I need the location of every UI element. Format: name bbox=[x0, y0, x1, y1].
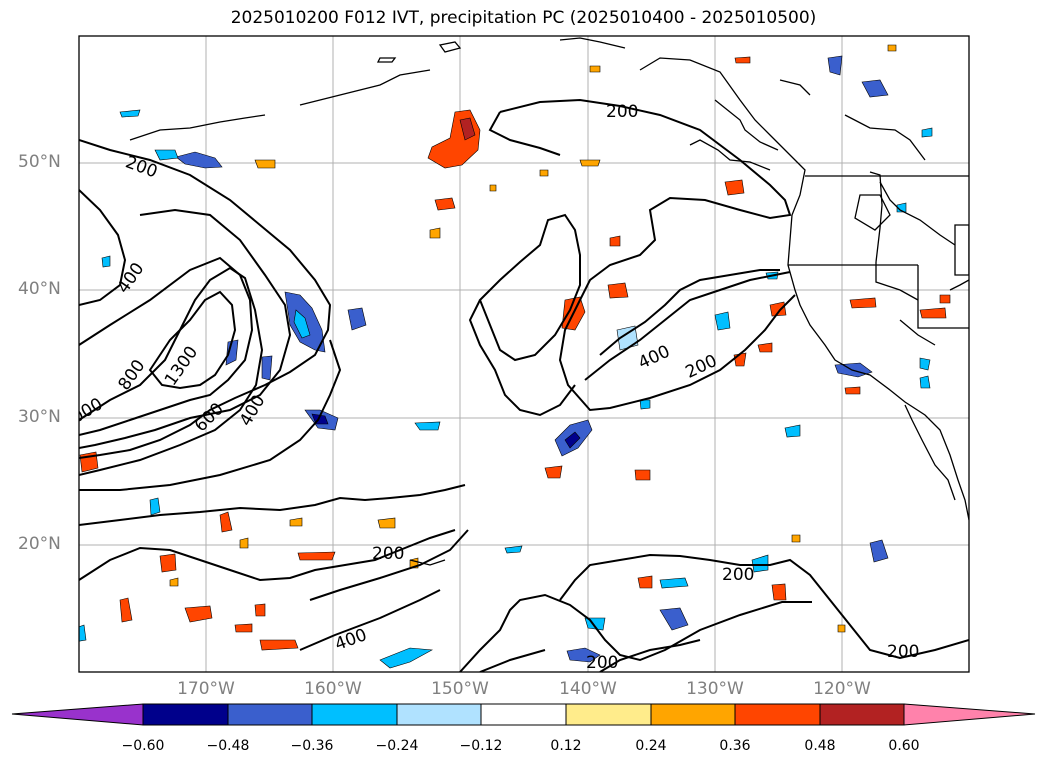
ivt-contours bbox=[79, 98, 969, 672]
colorbar-tick-label: −0.12 bbox=[459, 738, 503, 754]
contour-label: 200 bbox=[887, 642, 919, 662]
lon-label: 160°W bbox=[304, 679, 362, 699]
lat-label: 50°N bbox=[18, 152, 61, 172]
lat-label: 30°N bbox=[18, 407, 61, 427]
lon-label: 120°W bbox=[813, 679, 871, 699]
contour-label: 200 bbox=[372, 544, 404, 564]
colorbar-segment bbox=[734, 703, 821, 726]
lon-label: 150°W bbox=[431, 679, 489, 699]
colorbar-tick-label: 0.36 bbox=[719, 738, 751, 754]
contour-label: 200 bbox=[123, 152, 160, 182]
colorbar-segment bbox=[650, 703, 736, 726]
colorbar-extend-left bbox=[11, 703, 144, 726]
coastlines bbox=[129, 37, 969, 566]
colorbar-tick-label: 0.12 bbox=[550, 738, 582, 754]
map-frame bbox=[78, 35, 970, 673]
contour-label: 000 bbox=[68, 394, 106, 428]
colorbar-segment bbox=[819, 703, 905, 726]
precip-anomaly-shading bbox=[79, 44, 951, 669]
contour-label: 800 bbox=[114, 356, 149, 394]
map-title: 2025010200 F012 IVT, precipitation PC (2… bbox=[230, 8, 817, 28]
colorbar-segment bbox=[311, 703, 398, 726]
lon-label: 140°W bbox=[559, 679, 617, 699]
colorbar-segment bbox=[142, 703, 229, 726]
colorbar-tick-label: −0.24 bbox=[375, 738, 419, 754]
lat-label: 20°N bbox=[18, 534, 61, 554]
colorbar-tick-label: −0.48 bbox=[206, 738, 250, 754]
gridlines bbox=[79, 36, 969, 672]
colorbar-tick-label: 0.24 bbox=[635, 738, 667, 754]
lon-label: 170°W bbox=[177, 679, 235, 699]
contour-label: 200 bbox=[586, 653, 618, 673]
colorbar-extend-right bbox=[903, 703, 1036, 726]
contour-label: 400 bbox=[113, 259, 148, 297]
contour-label: 400 bbox=[635, 342, 673, 374]
contour-label: 200 bbox=[722, 565, 754, 585]
contour-label: 200 bbox=[150, 530, 182, 550]
colorbar bbox=[11, 703, 1036, 726]
contour-label: 400 bbox=[332, 625, 369, 655]
colorbar-segment bbox=[396, 703, 482, 726]
colorbar-segment bbox=[227, 703, 313, 726]
lon-label: 130°W bbox=[686, 679, 744, 699]
colorbar-tick-label: −0.60 bbox=[121, 738, 165, 754]
colorbar-segment bbox=[565, 703, 652, 726]
contour-label: 400 bbox=[236, 392, 270, 430]
colorbar-tick-label: −0.36 bbox=[290, 738, 334, 754]
lat-label: 40°N bbox=[18, 279, 61, 299]
colorbar-tick-label: 0.60 bbox=[888, 738, 920, 754]
colorbar-segment bbox=[480, 703, 567, 726]
colorbar-tick-label: 0.48 bbox=[804, 738, 836, 754]
contour-label: 200 bbox=[606, 102, 638, 122]
contour-label: 1300 bbox=[161, 343, 202, 390]
